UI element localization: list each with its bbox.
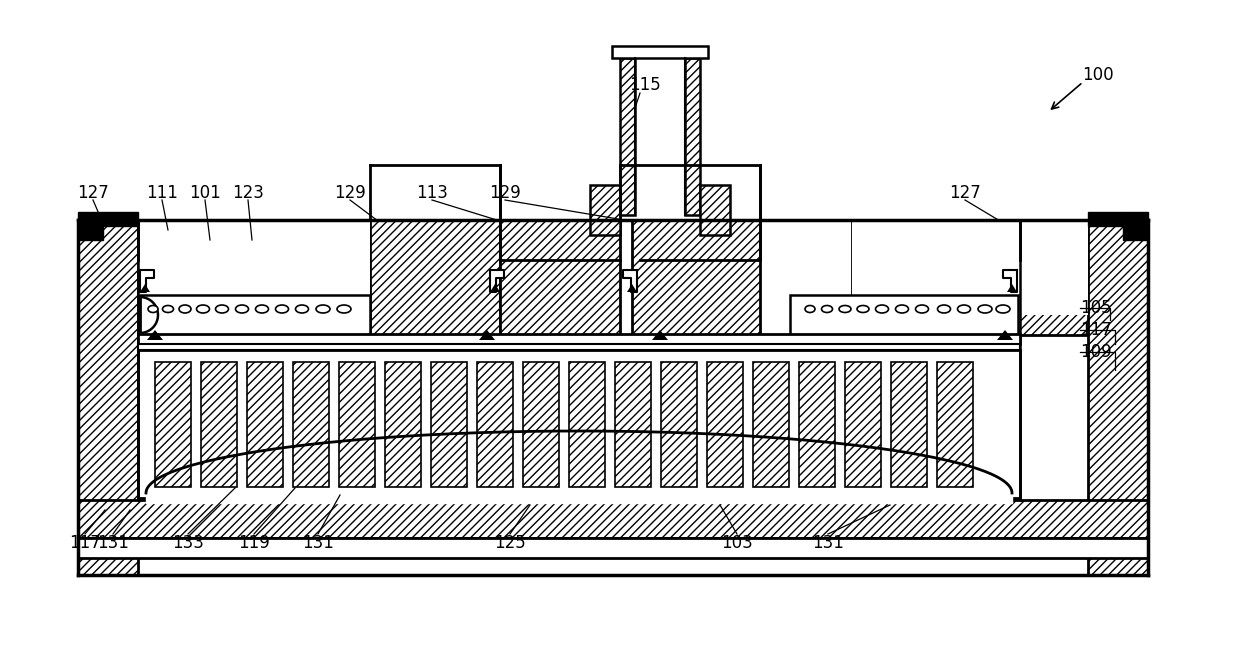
Ellipse shape: [337, 305, 351, 313]
Ellipse shape: [148, 306, 157, 313]
Bar: [103, 212, 138, 226]
Bar: [370, 220, 500, 395]
Polygon shape: [479, 330, 495, 340]
Ellipse shape: [915, 305, 929, 313]
Bar: [615, 362, 651, 487]
Text: 133: 133: [172, 534, 203, 552]
Text: 117: 117: [69, 534, 100, 552]
Bar: [500, 220, 620, 335]
Polygon shape: [490, 270, 503, 292]
Ellipse shape: [857, 306, 869, 313]
Bar: [632, 220, 760, 395]
Bar: [635, 58, 684, 215]
Bar: [707, 362, 743, 487]
Ellipse shape: [236, 305, 248, 313]
Text: 129: 129: [489, 184, 521, 202]
Ellipse shape: [821, 306, 832, 313]
Polygon shape: [148, 330, 162, 340]
Text: 109: 109: [1080, 343, 1111, 361]
Bar: [201, 362, 237, 487]
Bar: [613, 46, 708, 58]
Ellipse shape: [275, 305, 289, 313]
Bar: [590, 185, 620, 235]
Bar: [701, 185, 730, 235]
Ellipse shape: [316, 305, 330, 313]
Bar: [138, 220, 370, 315]
Bar: [78, 220, 138, 575]
Bar: [620, 58, 635, 215]
Ellipse shape: [839, 306, 851, 313]
Polygon shape: [997, 330, 1013, 340]
Bar: [155, 362, 191, 487]
Polygon shape: [1007, 284, 1017, 292]
Text: 115: 115: [629, 76, 661, 94]
Bar: [247, 362, 283, 487]
Text: 127: 127: [949, 184, 981, 202]
Bar: [892, 362, 928, 487]
Polygon shape: [652, 330, 668, 340]
Text: 101: 101: [190, 184, 221, 202]
Text: 117: 117: [1080, 321, 1112, 339]
Text: 103: 103: [722, 534, 753, 552]
Text: 123: 123: [232, 184, 264, 202]
Ellipse shape: [216, 305, 228, 313]
Polygon shape: [1003, 270, 1017, 292]
Bar: [140, 295, 370, 335]
Bar: [684, 58, 701, 215]
Bar: [790, 295, 1018, 335]
Bar: [477, 362, 513, 487]
Text: 125: 125: [494, 534, 526, 552]
Polygon shape: [622, 270, 637, 292]
Text: 131: 131: [812, 534, 844, 552]
Ellipse shape: [978, 305, 992, 313]
Bar: [1123, 212, 1148, 240]
Bar: [78, 500, 1148, 538]
Bar: [339, 362, 374, 487]
Bar: [78, 212, 103, 240]
Bar: [78, 538, 1148, 558]
Bar: [138, 334, 1021, 344]
Bar: [523, 362, 559, 487]
Bar: [661, 362, 697, 487]
Bar: [384, 362, 422, 487]
Text: 127: 127: [77, 184, 109, 202]
Polygon shape: [140, 270, 154, 292]
Bar: [138, 344, 1021, 350]
Bar: [569, 362, 605, 487]
Ellipse shape: [295, 305, 309, 313]
Ellipse shape: [196, 305, 210, 313]
Text: 105: 105: [1080, 299, 1111, 317]
Text: 131: 131: [303, 534, 334, 552]
Text: 100: 100: [1083, 66, 1114, 84]
Bar: [432, 362, 467, 487]
Ellipse shape: [996, 305, 1011, 313]
Ellipse shape: [875, 305, 889, 313]
Bar: [852, 220, 1148, 335]
Bar: [852, 220, 1087, 315]
Ellipse shape: [805, 306, 815, 313]
Bar: [1087, 212, 1123, 226]
Text: 119: 119: [238, 534, 270, 552]
Polygon shape: [140, 284, 150, 292]
Text: 131: 131: [97, 534, 129, 552]
Bar: [844, 362, 880, 487]
Bar: [799, 362, 835, 487]
Text: 111: 111: [146, 184, 177, 202]
Bar: [138, 350, 1021, 498]
Ellipse shape: [957, 305, 971, 313]
Text: 129: 129: [334, 184, 366, 202]
Ellipse shape: [179, 305, 191, 313]
Polygon shape: [490, 284, 500, 292]
Ellipse shape: [255, 305, 269, 313]
Ellipse shape: [162, 306, 174, 313]
Bar: [1087, 220, 1148, 575]
Ellipse shape: [895, 305, 909, 313]
Bar: [753, 362, 789, 487]
Bar: [78, 220, 378, 335]
Polygon shape: [627, 284, 637, 292]
Bar: [937, 362, 973, 487]
Ellipse shape: [937, 305, 951, 313]
Bar: [293, 362, 329, 487]
Text: 113: 113: [417, 184, 448, 202]
